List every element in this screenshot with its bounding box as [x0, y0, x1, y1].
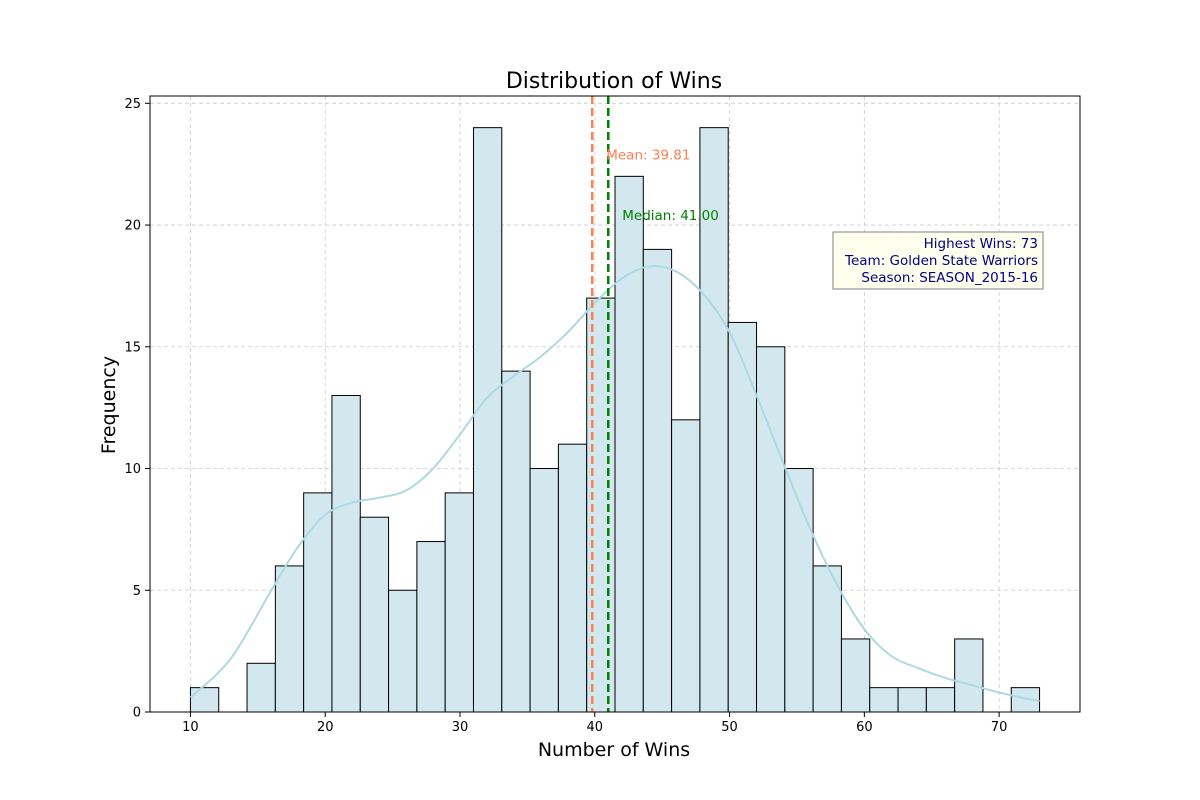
histogram-bar	[925, 687, 956, 713]
x-axis-title: Number of Wins	[538, 739, 690, 761]
y-tick-label: 0	[133, 706, 141, 721]
histogram-bar	[671, 419, 701, 713]
x-tick-label: 20	[317, 720, 334, 735]
mean-label: Mean: 39.81	[606, 147, 690, 163]
highest-wins-info-box: Highest Wins: 73 Team: Golden State Warr…	[832, 231, 1044, 290]
histogram-bar	[642, 248, 673, 713]
histogram-bar	[614, 175, 644, 713]
y-tick-label: 15	[124, 340, 141, 355]
plot-frame	[149, 95, 1081, 713]
histogram-bar	[472, 127, 503, 713]
info-season: Season: SEASON_2015-16	[861, 270, 1038, 286]
histogram-bar	[331, 394, 361, 713]
x-tick-label: 30	[452, 720, 469, 735]
info-team: Team: Golden State Warriors	[844, 253, 1038, 269]
histogram-bar	[954, 638, 984, 713]
histogram-bars	[189, 127, 1041, 713]
histogram-bar	[416, 541, 446, 713]
x-tick-label: 10	[182, 720, 199, 735]
histogram-bar	[897, 687, 927, 713]
histogram-bar	[303, 492, 333, 713]
histogram-bar	[586, 297, 616, 713]
histogram-bar	[557, 443, 588, 713]
x-tick-label: 60	[856, 720, 873, 735]
y-tick-label: 5	[133, 584, 141, 599]
histogram-bar	[359, 516, 390, 713]
histogram-bar	[812, 565, 842, 713]
chart-title: Distribution of Wins	[506, 69, 722, 94]
kde-curve	[189, 265, 1040, 703]
y-tick-label: 20	[124, 219, 141, 234]
histogram-bar	[699, 127, 729, 713]
y-tick-label: 25	[124, 97, 141, 112]
histogram-bar	[784, 468, 814, 713]
info-box-background	[832, 231, 1044, 290]
info-highest-wins: Highest Wins: 73	[924, 236, 1038, 252]
x-tick-label: 70	[991, 720, 1008, 735]
histogram-bar	[388, 589, 418, 713]
histogram-bar	[274, 565, 305, 713]
y-axis-title: Frequency	[98, 356, 120, 454]
histogram-bar	[529, 468, 559, 713]
histogram-bar	[501, 370, 531, 713]
median-label: Median: 41.00	[622, 208, 719, 224]
histogram-bar	[756, 346, 786, 713]
x-tick-label: 40	[587, 720, 604, 735]
histogram-bar	[840, 638, 871, 713]
y-tick-label: 10	[124, 462, 141, 477]
axis-ticks: 10 20 30 40 50 60 70 0 5 10 15 20 25	[124, 97, 1007, 735]
histogram-bar	[189, 687, 220, 713]
histogram-bar	[246, 662, 276, 713]
histogram-bar	[444, 492, 474, 713]
x-tick-label: 50	[721, 720, 738, 735]
histogram-bar	[727, 321, 758, 713]
histogram-bar	[869, 687, 899, 713]
